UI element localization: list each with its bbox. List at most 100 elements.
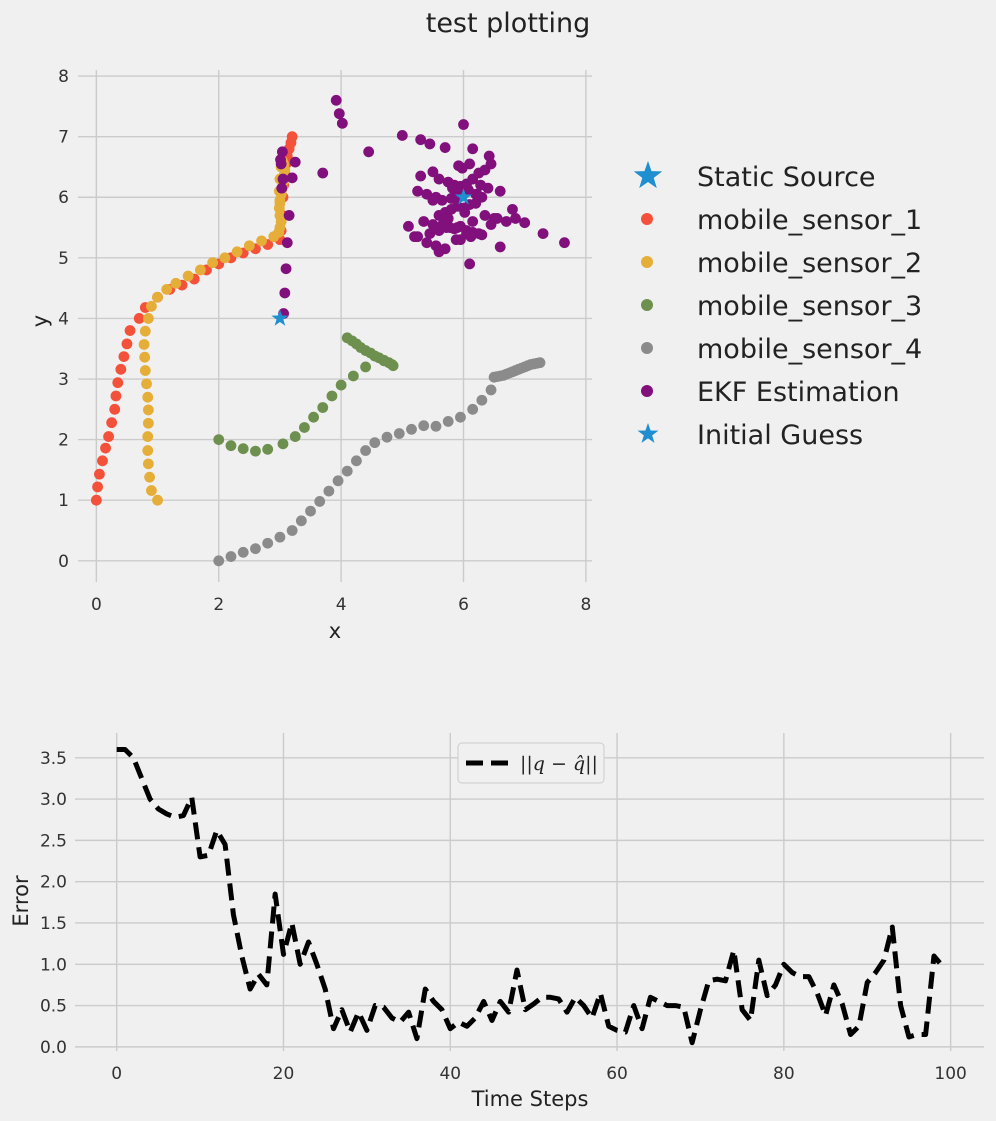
scatter-point-ekf <box>436 194 448 206</box>
scatter-point-ekf <box>424 228 436 239</box>
legend-star-icon <box>633 161 663 189</box>
scatter-x-tick-label: 8 <box>580 595 591 615</box>
error-y-axis-label: Error <box>9 875 33 927</box>
scatter-point-mobile-sensor-4 <box>295 515 307 527</box>
legend-dot-icon <box>641 385 653 397</box>
error-line-plot: 0 20 40 60 80 100 0.0 0.5 1.0 1.5 2.0 2.5 3.0 3.5 Tim… <box>9 733 984 1111</box>
scatter-point-ekf <box>333 108 345 120</box>
legend-label: mobile_sensor_2 <box>697 248 922 279</box>
scatter-y-tick-label: 4 <box>58 309 69 329</box>
scatter-point-ekf <box>412 231 424 243</box>
scatter-marks <box>90 94 570 567</box>
scatter-point-mobile-sensor-2 <box>138 339 150 350</box>
scatter-point-mobile-sensor-4 <box>274 531 286 543</box>
legend-item-mobile-sensor-3: mobile_sensor_3 <box>641 291 922 322</box>
scatter-point-mobile-sensor-1 <box>133 313 145 324</box>
legend-label: mobile_sensor_4 <box>697 334 922 365</box>
scatter-point-mobile-sensor-2 <box>243 240 255 252</box>
scatter-point-mobile-sensor-1 <box>118 351 130 362</box>
scatter-point-mobile-sensor-1 <box>115 363 127 375</box>
figure-title: test plotting <box>426 8 591 39</box>
error-y-tick-label: 1.5 <box>40 914 67 934</box>
scatter-point-ekf <box>439 142 451 153</box>
scatter-point-ekf <box>433 173 445 185</box>
legend-label: Static Source <box>697 162 876 193</box>
legend-item-initial-guess: Initial Guess <box>637 420 863 451</box>
scatter-point-ekf <box>286 172 298 184</box>
error-x-tick-label: 80 <box>773 1064 795 1084</box>
scatter-point-ekf <box>519 217 531 229</box>
legend-item-mobile-sensor-4: mobile_sensor_4 <box>641 334 922 365</box>
scatter-point-mobile-sensor-4 <box>351 455 362 467</box>
scatter-point-mobile-sensor-1 <box>97 455 108 467</box>
scatter-y-tick-label: 2 <box>58 431 69 451</box>
scatter-point-mobile-sensor-4 <box>360 445 371 456</box>
scatter-point-mobile-sensor-2 <box>274 197 286 209</box>
scatter-point-ekf <box>447 182 458 194</box>
error-x-axis-label: Time Steps <box>471 1087 589 1111</box>
scatter-point-ekf <box>475 179 487 191</box>
scatter-point-mobile-sensor-3 <box>289 431 301 442</box>
scatter-point-mobile-sensor-1 <box>103 431 114 442</box>
scatter-point-mobile-sensor-2 <box>146 300 157 312</box>
scatter-point-mobile-sensor-1 <box>100 442 111 454</box>
scatter-point-mobile-sensor-4 <box>225 551 237 562</box>
scatter-point-mobile-sensor-3 <box>335 379 347 391</box>
error-tick-labels: 0 20 40 60 80 100 0.0 0.5 1.0 1.5 2.0 2.5 3.0 3.5 <box>40 749 967 1084</box>
scatter-point-ekf <box>471 188 483 200</box>
scatter-grid <box>78 70 592 582</box>
error-series-line <box>116 747 945 1046</box>
error-x-tick-label: 100 <box>934 1064 966 1084</box>
scatter-y-tick-label: 6 <box>58 188 69 208</box>
scatter-point-ekf <box>427 194 439 206</box>
scatter-point-mobile-sensor-2 <box>139 365 151 376</box>
scatter-point-ekf <box>330 94 342 106</box>
scatter-y-tick-label: 8 <box>58 67 69 87</box>
scatter-point-mobile-sensor-2 <box>152 291 163 303</box>
scatter-legend: Static Source mobile_sensor_1 mobile_senso… <box>633 161 922 451</box>
scatter-x-tick-label: 6 <box>458 595 469 615</box>
scatter-point-mobile-sensor-2 <box>142 313 154 324</box>
legend-item-mobile-sensor-1: mobile_sensor_1 <box>641 205 922 236</box>
legend-star-icon <box>637 423 659 443</box>
scatter-y-tick-label: 1 <box>58 491 69 511</box>
scatter-point-ekf <box>280 263 292 275</box>
scatter-x-tick-label: 2 <box>213 595 224 615</box>
scatter-point-mobile-sensor-2 <box>207 257 219 269</box>
scatter-point-mobile-sensor-4 <box>314 496 326 507</box>
scatter-point-mobile-sensor-1 <box>112 377 124 389</box>
scatter-point-ekf <box>415 134 427 146</box>
scatter-point-ekf <box>467 143 479 155</box>
scatter-point-ekf <box>437 219 449 230</box>
scatter-point-mobile-sensor-1 <box>92 481 103 493</box>
scatter-point-mobile-sensor-4 <box>534 357 546 369</box>
scatter-point-ekf <box>415 170 427 182</box>
scatter-point-mobile-sensor-3 <box>317 402 329 413</box>
scatter-point-ekf <box>491 213 503 224</box>
scatter-point-ekf <box>283 210 295 221</box>
scatter-point-ekf <box>433 246 445 258</box>
scatter-point-ekf <box>453 160 465 172</box>
scatter-point-mobile-sensor-4 <box>286 525 298 536</box>
scatter-point-ekf <box>507 203 518 215</box>
scatter-point-mobile-sensor-3 <box>225 440 237 452</box>
scatter-point-mobile-sensor-3 <box>360 361 371 373</box>
error-legend-box <box>457 742 605 784</box>
scatter-y-tick-label: 3 <box>58 370 69 390</box>
scatter-point-ekf <box>317 167 329 179</box>
scatter-point-ekf <box>424 138 436 150</box>
scatter-point-mobile-sensor-1 <box>94 468 105 480</box>
scatter-point-mobile-sensor-1 <box>110 390 122 402</box>
scatter-point-mobile-sensor-1 <box>106 417 118 429</box>
scatter-tick-labels: 0 2 4 6 8 0 1 2 3 4 5 6 7 8 <box>58 67 591 615</box>
scatter-point-ekf <box>289 156 301 168</box>
scatter-y-tick-label: 5 <box>58 249 69 269</box>
scatter-point-ekf <box>461 228 472 239</box>
scatter-point-mobile-sensor-4 <box>323 485 335 497</box>
scatter-point-mobile-sensor-2 <box>219 252 231 264</box>
scatter-point-ekf <box>494 185 506 197</box>
scatter-point-mobile-sensor-4 <box>467 403 479 415</box>
scatter-point-mobile-sensor-2 <box>142 431 154 442</box>
scatter-point-ekf <box>403 220 414 232</box>
scatter-point-ekf <box>427 166 439 178</box>
